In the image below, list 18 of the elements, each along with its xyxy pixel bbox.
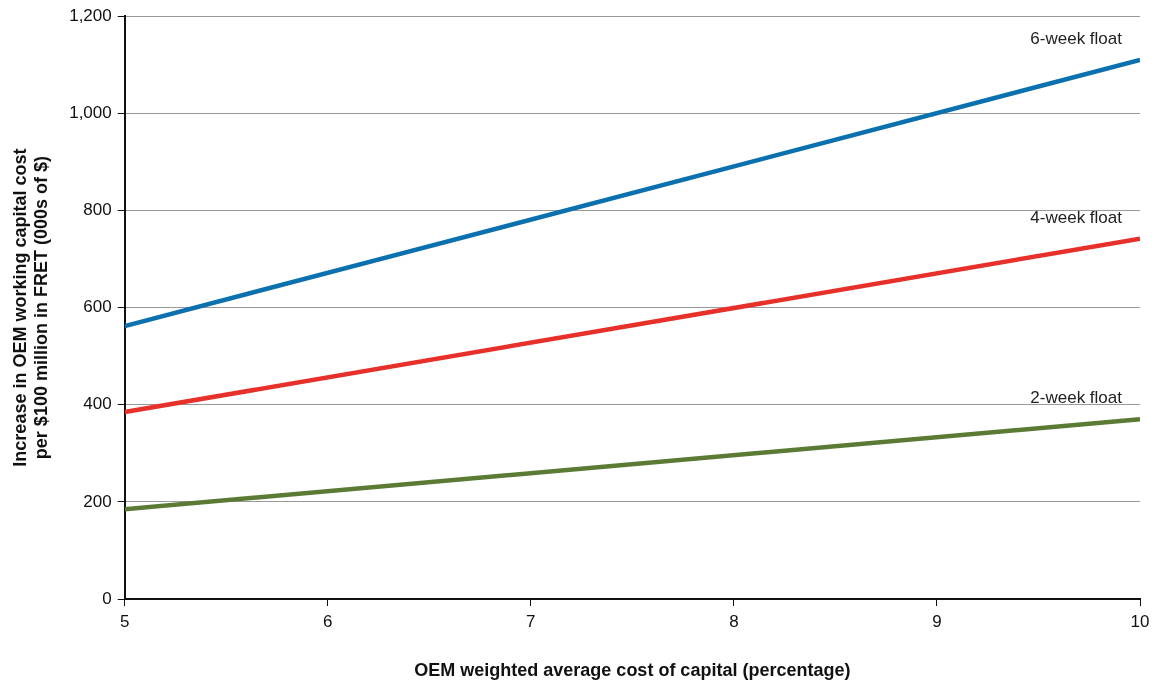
x-tick-label: 9: [932, 611, 942, 631]
y-tick-label: 1,000: [69, 103, 112, 123]
y-tick-label: 400: [83, 394, 112, 414]
x-tick-label: 10: [1130, 611, 1150, 631]
y-tick-label: 1,200: [69, 5, 112, 25]
x-axis-title: OEM weighted average cost of capital (percentage): [414, 660, 851, 681]
y-tick-label: 600: [83, 297, 112, 317]
series-label: 2-week float: [1030, 388, 1123, 408]
y-tick-label: 800: [83, 200, 112, 220]
series-label: 6-week float: [1030, 29, 1123, 49]
series-label: 4-week float: [1030, 207, 1123, 227]
y-axis-title: Increase in OEM working capital cost per $100 million in FRET (000s of $): [9, 148, 52, 467]
x-tick-label: 6: [323, 611, 333, 631]
y-tick-label: 0: [102, 588, 112, 608]
y-tick-label: 200: [83, 491, 112, 511]
x-tick-label: 7: [526, 611, 536, 631]
x-tick-label: 5: [120, 611, 130, 631]
x-tick-label: 8: [729, 611, 739, 631]
